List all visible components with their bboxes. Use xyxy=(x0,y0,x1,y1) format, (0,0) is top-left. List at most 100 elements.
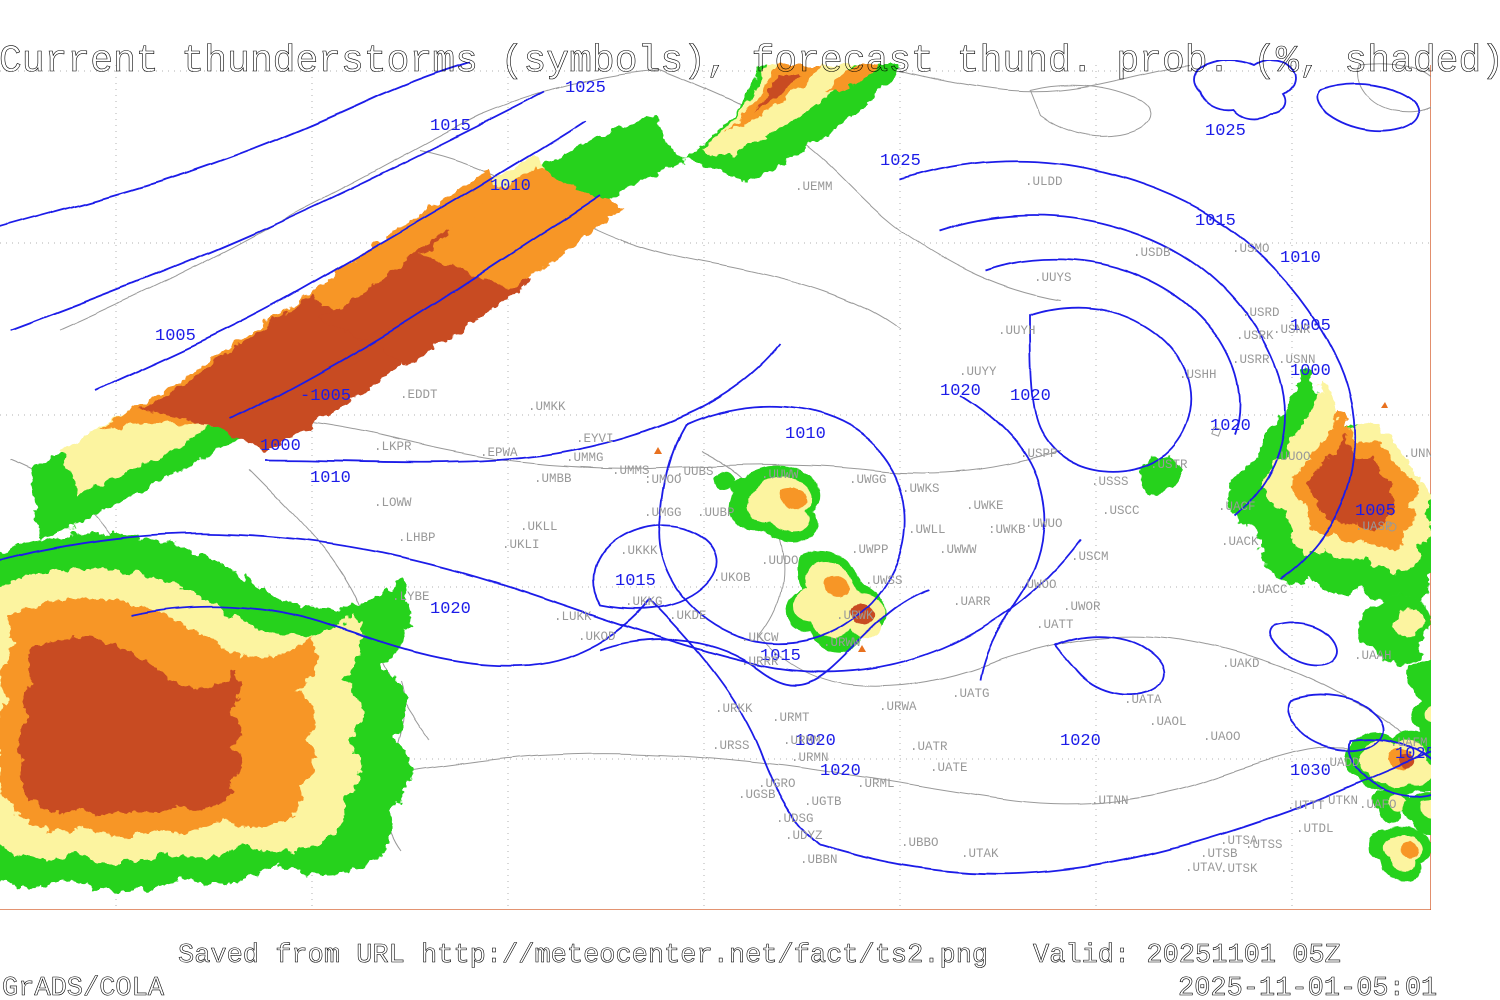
svg-text:.UMGG: .UMGG xyxy=(644,506,682,520)
svg-text:.UAAH: .UAAH xyxy=(1354,649,1392,663)
svg-text:.UKLL: .UKLL xyxy=(520,520,558,534)
svg-text:.UKKG: .UKKG xyxy=(625,595,663,609)
svg-text:.UACF: .UACF xyxy=(1218,500,1256,514)
svg-text:.UASP: .UASP xyxy=(1355,520,1393,534)
svg-text:.UUDO: .UUDO xyxy=(761,554,799,568)
svg-text:.UUYH: .UUYH xyxy=(998,324,1036,338)
svg-text:.UTSS: .UTSS xyxy=(1245,838,1283,852)
svg-text:.USRK: .USRK xyxy=(1236,329,1274,343)
svg-text:.ULDD: .ULDD xyxy=(1025,175,1063,189)
svg-text:.UATE: .UATE xyxy=(930,761,968,775)
svg-text:.UUYS: .UUYS xyxy=(1034,271,1072,285)
svg-text:1025: 1025 xyxy=(1205,122,1246,141)
svg-text:.UKKK: .UKKK xyxy=(620,544,658,558)
svg-text:1010: 1010 xyxy=(310,469,351,488)
svg-text:1020: 1020 xyxy=(1210,417,1251,436)
svg-text:1005: 1005 xyxy=(155,327,196,346)
svg-text:1020: 1020 xyxy=(940,382,981,401)
svg-text:.LUKK: .LUKK xyxy=(554,610,592,624)
svg-text:.USMO: .USMO xyxy=(1232,242,1270,256)
svg-text:.UMMG: .UMMG xyxy=(566,451,604,465)
svg-text:.UGSB: .UGSB xyxy=(738,788,776,802)
svg-text:.UDSG: .UDSG xyxy=(776,812,814,826)
svg-text:.UWLL: .UWLL xyxy=(908,523,946,537)
svg-text:.URWK: .URWK xyxy=(836,609,874,623)
svg-text:.USNR: .USNR xyxy=(1273,323,1311,337)
svg-text:.EDDT: .EDDT xyxy=(400,388,438,402)
svg-text:GrADS/COLA: GrADS/COLA xyxy=(2,974,165,1000)
svg-text:.UARR: .UARR xyxy=(953,595,991,609)
svg-text:.UAFO: .UAFO xyxy=(1359,798,1397,812)
svg-text:Saved from URL http://meteocen: Saved from URL http://meteocenter.net/fa… xyxy=(178,941,988,971)
svg-text:1020: 1020 xyxy=(1060,732,1101,751)
svg-text:.EPWA: .EPWA xyxy=(480,446,518,460)
svg-text:.UKLI: .UKLI xyxy=(502,538,540,552)
svg-text:.UKOB: .UKOB xyxy=(713,571,751,585)
svg-text:.UWKE: .UWKE xyxy=(966,499,1004,513)
svg-text:.UKDE: .UKDE xyxy=(669,609,707,623)
svg-text:.UWWW: .UWWW xyxy=(939,543,977,557)
svg-text:.UATT: .UATT xyxy=(1036,618,1074,632)
svg-text:1005: 1005 xyxy=(1355,502,1396,521)
svg-text:.UWSS: .UWSS xyxy=(865,574,903,588)
svg-text:.LOWW: .LOWW xyxy=(374,496,412,510)
svg-text::UWKB: :UWKB xyxy=(988,523,1026,537)
svg-text:.UMBB: .UMBB xyxy=(534,472,572,486)
svg-text:.UATR: .UATR xyxy=(910,740,948,754)
svg-text:.USSS: .USSS xyxy=(1091,475,1129,489)
svg-text:1010: 1010 xyxy=(490,177,531,196)
svg-text:.UWKS: .UWKS xyxy=(902,482,940,496)
svg-text:.UADD: .UADD xyxy=(1322,756,1360,770)
svg-text:.USDB: .USDB xyxy=(1133,246,1171,260)
svg-text:.USNN: .USNN xyxy=(1278,353,1316,367)
svg-text:.URKK: .URKK xyxy=(715,702,753,716)
svg-text:2025-11-01-05:01: 2025-11-01-05:01 xyxy=(1178,974,1437,1000)
svg-text:.UMKK: .UMKK xyxy=(528,400,566,414)
svg-text:.URMN: .URMN xyxy=(791,751,829,765)
svg-text:.UUBS: .UUBS xyxy=(676,465,714,479)
svg-text:.UBBO: .UBBO xyxy=(901,836,939,850)
svg-text:1010: 1010 xyxy=(785,425,826,444)
svg-text:.USRD: .USRD xyxy=(1242,306,1280,320)
svg-text:.UUOO: .UUOO xyxy=(1273,450,1311,464)
svg-text:.USTR: .USTR xyxy=(1150,458,1188,472)
svg-text:Valid: 20251101 05Z: Valid: 20251101 05Z xyxy=(1033,941,1341,971)
svg-text:.URSS: .URSS xyxy=(712,739,750,753)
svg-text:Current thunderstorms (symbols: Current thunderstorms (symbols), forecas… xyxy=(0,40,1500,83)
svg-text:.USHH: .USHH xyxy=(1179,368,1217,382)
svg-text:.UUBP: .UUBP xyxy=(697,506,735,520)
svg-text:1015: 1015 xyxy=(430,117,471,136)
svg-text:.LHBP: .LHBP xyxy=(398,531,436,545)
svg-text:.UGTB: .UGTB xyxy=(804,795,842,809)
svg-text:.UTAK: .UTAK xyxy=(961,847,999,861)
svg-text:.URWW: .URWW xyxy=(823,636,861,650)
svg-text:.USCC: .USCC xyxy=(1102,504,1140,518)
svg-text::UMOO: :UMOO xyxy=(644,473,682,487)
svg-text:.UWGG: .UWGG xyxy=(849,473,887,487)
svg-text:.UUWW: .UUWW xyxy=(761,468,799,482)
svg-text:1020: 1020 xyxy=(1010,387,1051,406)
svg-text:.UACK: .UACK xyxy=(1221,535,1259,549)
svg-text:.URWA: .URWA xyxy=(879,700,917,714)
svg-text:1010: 1010 xyxy=(1280,249,1321,268)
svg-text:.UAOO: .UAOO xyxy=(1203,730,1241,744)
svg-text:.URMM: .URMM xyxy=(783,734,821,748)
svg-text:.UACC: .UACC xyxy=(1250,583,1288,597)
svg-text:.USCM: .USCM xyxy=(1071,550,1109,564)
svg-text:.UWOR: .UWOR xyxy=(1063,600,1101,614)
svg-text:.UAKD: .UAKD xyxy=(1222,657,1260,671)
svg-text:.UDYZ: .UDYZ xyxy=(785,829,823,843)
svg-text:.URRR: .URRR xyxy=(741,655,779,669)
svg-text:.URMT: .URMT xyxy=(772,711,810,725)
svg-text:1020: 1020 xyxy=(430,600,471,619)
svg-text:.UATG: .UATG xyxy=(952,687,990,701)
svg-text:1000: 1000 xyxy=(260,437,301,456)
svg-text:.UWUO: .UWUO xyxy=(1025,517,1063,531)
svg-text:.USRR: .USRR xyxy=(1232,353,1270,367)
svg-text:.UTDL: .UTDL xyxy=(1296,822,1334,836)
svg-text:.UEMM: .UEMM xyxy=(795,180,833,194)
svg-text:.UBBN: .UBBN xyxy=(800,853,838,867)
svg-text:.UTNN: .UTNN xyxy=(1091,794,1129,808)
svg-text:1025: 1025 xyxy=(880,152,921,171)
svg-text:.UTSK: .UTSK xyxy=(1220,862,1258,876)
